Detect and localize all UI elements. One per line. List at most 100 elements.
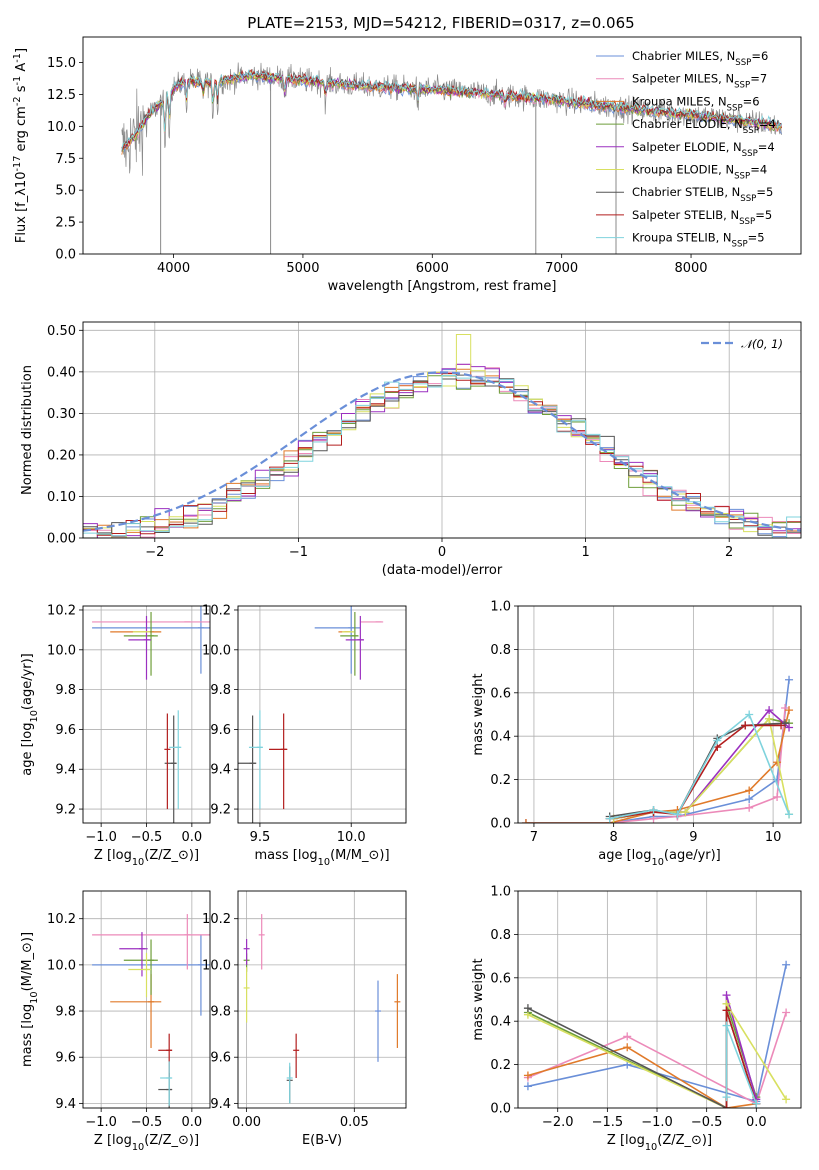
- mass_weight_vs_Z-marker-2-1: [623, 1043, 632, 1052]
- mass_weight_vs_Z-plot-area: [523, 960, 791, 1108]
- spectrum-legend-label-7: Salpeter STELIB, NSSP=5: [632, 208, 772, 227]
- residuals-xtick-label: 2: [725, 545, 733, 560]
- residuals-ytick-label: 0.00: [47, 532, 76, 547]
- mass_weight_vs_Z-ylabel: mass weight: [471, 958, 486, 1040]
- age_vs_Z-xtick-label: −0.5: [131, 830, 163, 845]
- mass_weight_vs_age-marker-1-4: [745, 803, 754, 812]
- residuals-plot-area: [83, 334, 801, 538]
- mass_vs_ebv-axes: 0.00 0.05 9.4 9.6 9.8 10.0 10.2 E(B-V): [202, 890, 407, 1148]
- spectrum-legend-label-8: Kroupa STELIB, NSSP=5: [632, 231, 765, 250]
- mass_weight_vs_Z-marker-8-1: [722, 1021, 731, 1030]
- mass_weight_vs_Z-marker-7-1: [722, 1006, 731, 1015]
- residuals-xtick-label: 1: [581, 545, 589, 560]
- mass_weight_vs_age-marker-8-2: [673, 810, 682, 819]
- mass_vs_ebv-ytick-label: 9.8: [210, 1005, 231, 1020]
- residuals-xtick-label: −1: [289, 545, 308, 560]
- mass_weight_vs_age-marker-4-3: [765, 706, 774, 715]
- age_vs_Z-ytick-label: 9.6: [55, 723, 76, 738]
- mass_weight_vs_age-marker-8-5: [785, 810, 794, 819]
- mass_vs_Z-frame: [82, 890, 211, 1109]
- mass_weight_vs_age-series-line-7: [609, 724, 782, 820]
- mass_weight_vs_age-ytick-label: 0.2: [490, 773, 511, 788]
- mass_weight_vs_age-xtick-label: 9: [689, 830, 697, 845]
- mass_vs_ebv-xlabel: E(B-V): [302, 1133, 342, 1148]
- mass_vs_Z-ytick-label: 10.0: [47, 958, 76, 973]
- spectrum-plot-area: [121, 62, 782, 254]
- mass_weight_vs_Z-ytick-label: 0.2: [490, 1058, 511, 1073]
- mass_weight_vs_age-marker-2-4: [745, 786, 754, 795]
- age_vs_mass-plot-area: [238, 606, 384, 823]
- mass_weight_vs_Z-marker-8-0: [722, 1093, 731, 1102]
- mass_weight_vs_Z-xtick-label: −1.5: [592, 1115, 624, 1130]
- spectrum-model-line-6: [121, 70, 782, 152]
- age_vs_mass-ytick-label: 9.2: [210, 803, 231, 818]
- age_vs_Z-ylabel: age [log10(age/yr)]: [20, 653, 40, 776]
- spectrum-ytick-label: 7.5: [55, 152, 76, 167]
- age_vs_Z-frame: [82, 605, 211, 824]
- mass_weight_vs_age-plot-area: [521, 675, 794, 823]
- mass_weight_vs_Z-ytick-label: 0.8: [490, 928, 511, 943]
- mass_weight_vs_Z-xtick-label: 0.0: [746, 1115, 767, 1130]
- residuals-xlabel: (data-model)/error: [382, 563, 503, 578]
- age_vs_Z-ytick-label: 10.2: [47, 603, 76, 618]
- mass_vs_Z-ytick-label: 9.8: [55, 1005, 76, 1020]
- spectrum-ytick-label: 12.5: [47, 88, 76, 103]
- mass_vs_Z-xlabel: Z [log10(Z/Z_⊙)]: [94, 1133, 199, 1153]
- mass_weight_vs_Z-marker-5-3: [782, 1095, 791, 1104]
- mass_weight_vs_age-marker-8-0: [605, 814, 614, 823]
- mass_weight_vs_age-xlabel: age [log10(age/yr)]: [598, 848, 721, 868]
- residuals-xtick-label: 0: [438, 545, 446, 560]
- mass_weight_vs_age-marker-8-1: [649, 805, 658, 814]
- mass_weight_vs_age-ytick-label: 0.8: [490, 643, 511, 658]
- mass_weight_vs_age-xtick-label: 8: [610, 830, 618, 845]
- mass_weight_vs_Z-ytick-label: 1.0: [490, 885, 511, 900]
- residuals-axes: −2 −1 0 1 2 0.00 0.10 0.20 0.30 0.40 0.50 (data-mod…: [20, 321, 802, 578]
- age_vs_Z-ytick-label: 9.2: [55, 803, 76, 818]
- spectrum-ylabel: Flux [f_λ10-17 erg cm-2 s-1 A-1]: [12, 48, 30, 243]
- mass_weight_vs_age-marker-2-0: [521, 819, 530, 823]
- residual-hist-0: [83, 369, 801, 538]
- mass_vs_Z-xtick-label: −1.0: [85, 1115, 117, 1130]
- residuals-ylabel: Normed distribution: [20, 365, 35, 495]
- mass_weight_vs_Z-ytick-label: 0.6: [490, 971, 511, 986]
- age_vs_Z-axes: −1.0 −0.5 0.0 9.2 9.4 9.6 9.8 10.0 10.2 Z [log10(…: [20, 603, 211, 868]
- residuals-ytick-label: 0.20: [47, 448, 76, 463]
- mass_weight_vs_Z-ytick-label: 0.4: [490, 1015, 511, 1030]
- mass_weight_vs_age-frame: [517, 605, 802, 824]
- mass_weight_vs_Z-ytick-label: 0.0: [490, 1102, 511, 1117]
- age_vs_Z-xtick-label: 0.0: [182, 830, 203, 845]
- mass_vs_ebv-frame: [237, 890, 407, 1109]
- spectrum-model-line-7: [121, 68, 782, 151]
- mass_weight_vs_age-xtick-label: 10: [765, 830, 782, 845]
- mass_weight_vs_age-marker-1-5: [773, 792, 782, 801]
- spectrum-xtick-label: 5000: [286, 261, 319, 276]
- spectrum-axes: 4000 5000 6000 7000 8000 0.0 2.5 5.0 7.5 10.0 12.5…: [12, 36, 802, 294]
- spectrum-legend-label-3: Chabrier ELODIE, NSSP=4: [632, 117, 776, 136]
- residual-legend-label: 𝒩(0, 1): [741, 337, 783, 351]
- mass_weight_vs_age-axes: 7 8 9 10 0.0 0.2 0.4 0.6 0.8 1.0 age [log10(age/yr…: [471, 600, 802, 868]
- mass_weight_vs_Z-xlabel: Z [log10(Z/Z_⊙)]: [607, 1133, 712, 1153]
- mass_weight_vs_Z-marker-4-1: [722, 991, 731, 1000]
- mass_weight_vs_age-marker-5-2: [681, 808, 690, 817]
- mass_weight_vs_age-marker-4-4: [785, 723, 794, 732]
- mass_weight_vs_age-marker-8-3: [713, 736, 722, 745]
- mass_weight_vs_age-ytick-label: 1.0: [490, 600, 511, 615]
- spectrum-xtick-label: 4000: [157, 261, 190, 276]
- mass_weight_vs_age-marker-2-6: [785, 706, 794, 715]
- mass_weight_vs_Z-series-line-1: [527, 1012, 787, 1105]
- mass_vs_Z-ytick-label: 9.6: [55, 1051, 76, 1066]
- mass_weight_vs_age-ylabel: mass weight: [471, 673, 486, 755]
- mass_weight_vs_Z-marker-7-0: [722, 1104, 731, 1108]
- spectrum-ytick-label: 0.0: [55, 248, 76, 263]
- mass_vs_Z-ytick-label: 9.4: [55, 1097, 76, 1112]
- spectrum-ytick-label: 5.0: [55, 184, 76, 199]
- age_vs_mass-frame: [237, 605, 407, 824]
- spectrum-xtick-label: 8000: [674, 261, 707, 276]
- mass_vs_ebv-ytick-label: 9.4: [210, 1097, 231, 1112]
- mass_vs_Z-ylabel: mass [log10(M/M_⊙)]: [20, 932, 40, 1067]
- mass_weight_vs_Z-marker-8-2: [752, 1099, 761, 1108]
- age_vs_mass-xlabel: mass [log10(M/M_⊙)]: [254, 848, 389, 868]
- mass_vs_ebv-ytick-label: 9.6: [210, 1051, 231, 1066]
